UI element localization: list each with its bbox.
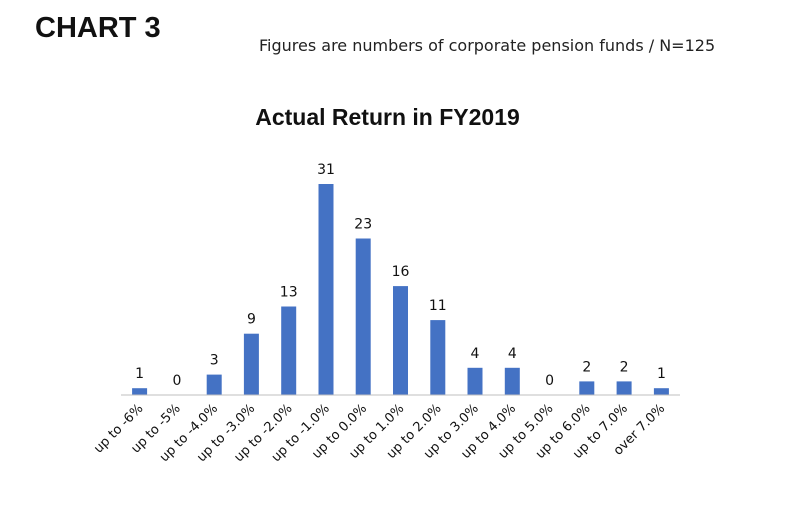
data-label: 4 (508, 346, 517, 362)
data-label: 2 (620, 359, 629, 375)
figure-note: Figures are numbers of corporate pension… (259, 36, 716, 55)
bar (393, 286, 408, 395)
data-label: 0 (172, 373, 181, 389)
bar (243, 333, 259, 395)
data-label: 9 (247, 312, 256, 328)
bar (579, 381, 595, 395)
data-label: 23 (354, 217, 372, 233)
data-label: 13 (280, 285, 298, 301)
bar (467, 367, 483, 395)
bar (318, 184, 334, 395)
bar (430, 320, 446, 395)
data-label: 2 (582, 359, 591, 375)
data-label: 11 (429, 298, 447, 314)
bar (132, 388, 148, 395)
data-label: 0 (545, 373, 554, 389)
bar (281, 306, 297, 395)
data-label: 31 (317, 162, 335, 178)
bar (653, 388, 669, 395)
bar (355, 238, 371, 395)
bar (206, 374, 222, 395)
data-label: 3 (210, 353, 219, 369)
chart-title: Actual Return in FY2019 (255, 104, 520, 130)
bar (504, 367, 520, 395)
data-label: 16 (392, 264, 410, 280)
data-label: 1 (657, 366, 666, 382)
data-label: 4 (471, 346, 480, 362)
bar (616, 381, 632, 395)
chart-number: CHART 3 (35, 12, 161, 44)
data-label: 1 (135, 366, 144, 382)
